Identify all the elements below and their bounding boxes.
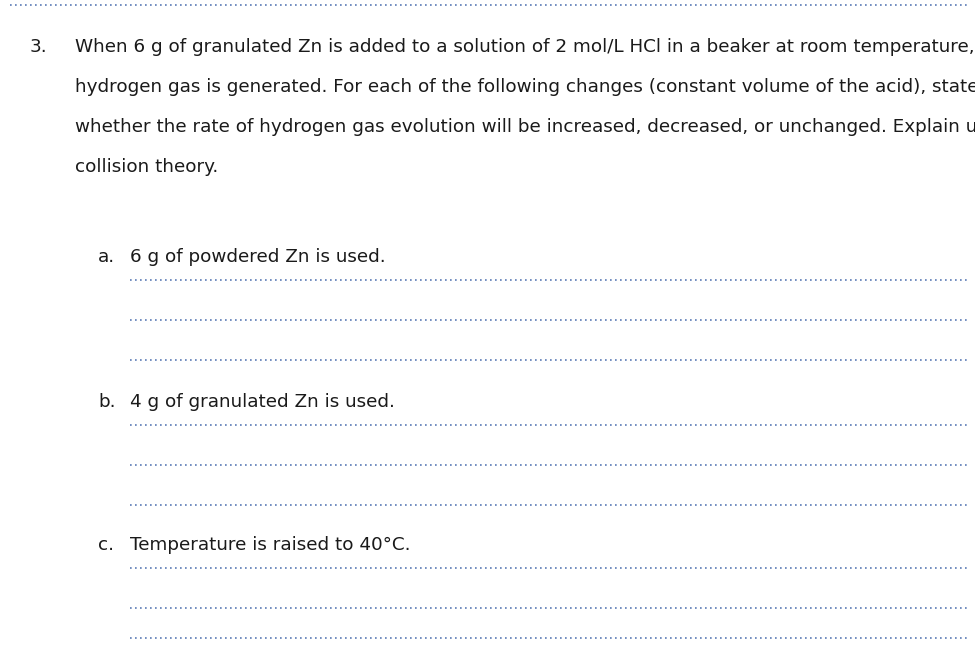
Text: 4 g of granulated Zn is used.: 4 g of granulated Zn is used.	[130, 393, 395, 411]
Text: c.: c.	[98, 536, 114, 554]
Text: 3.: 3.	[30, 38, 48, 56]
Text: Temperature is raised to 40°C.: Temperature is raised to 40°C.	[130, 536, 410, 554]
Text: When 6 g of granulated Zn is added to a solution of 2 mol/L HCl in a beaker at r: When 6 g of granulated Zn is added to a …	[75, 38, 974, 56]
Text: 6 g of powdered Zn is used.: 6 g of powdered Zn is used.	[130, 248, 386, 266]
Text: hydrogen gas is generated. For each of the following changes (constant volume of: hydrogen gas is generated. For each of t…	[75, 78, 975, 96]
Text: b.: b.	[98, 393, 115, 411]
Text: whether the rate of hydrogen gas evolution will be increased, decreased, or unch: whether the rate of hydrogen gas evoluti…	[75, 118, 975, 136]
Text: a.: a.	[98, 248, 115, 266]
Text: collision theory.: collision theory.	[75, 158, 218, 176]
